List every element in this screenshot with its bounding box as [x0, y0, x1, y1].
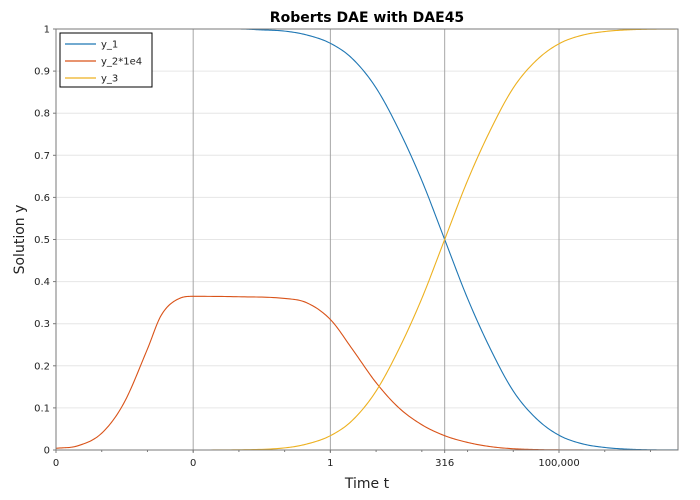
legend-label-2: y_2*1e4: [101, 57, 142, 68]
y-tick-label: 1: [44, 25, 50, 36]
legend-label-3: y_3: [101, 74, 118, 85]
series-line-3: [56, 28, 679, 451]
y-tick-label: 0.8: [34, 109, 50, 120]
chart-title: Roberts DAE with DAE45: [270, 10, 464, 26]
x-tick-label: 100,000: [538, 458, 579, 469]
y-tick-label: 0.7: [34, 151, 50, 162]
y-tick-label: 0.5: [34, 235, 50, 246]
ticks: 00.10.20.30.40.50.60.70.80.910 0 1 316 100,0…: [34, 25, 651, 469]
y-tick-label: 0.2: [34, 361, 50, 372]
y-tick-label: 0.6: [34, 193, 50, 204]
y-axis-label: Solution y: [12, 205, 28, 275]
y-tick-label: 0.3: [34, 319, 50, 330]
y-tick-label: 0.9: [34, 67, 50, 78]
x-tick-label: 0: [53, 458, 59, 469]
y-tick-label: 0.1: [34, 403, 50, 414]
x-tick-label: 316: [435, 458, 454, 469]
legend-label-1: y_1: [101, 40, 118, 51]
x-tick-label: 1: [327, 458, 333, 469]
x-tick-label: 0: [190, 458, 196, 469]
legend: y_1 y_2*1e4 y_3: [59, 32, 153, 88]
series-line-2: [55, 295, 651, 451]
y-tick-label: 0: [44, 446, 50, 457]
x-axis-label: Time t: [344, 476, 390, 492]
y-tick-label: 0.4: [34, 277, 50, 288]
